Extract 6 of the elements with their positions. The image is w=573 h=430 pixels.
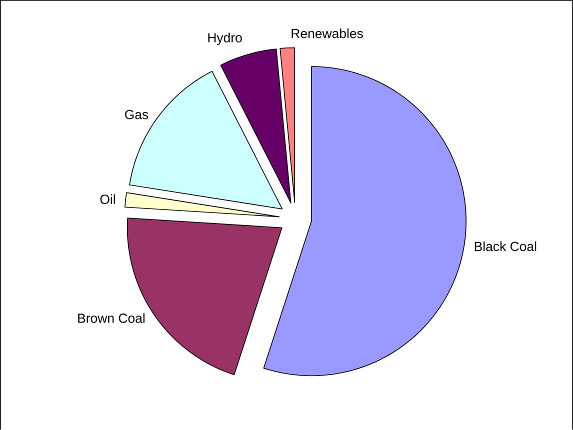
- slice-label: Brown Coal: [78, 313, 145, 323]
- slice-label: Oil: [100, 194, 116, 204]
- slice-label: Renewables: [292, 28, 363, 38]
- slice-label: Gas: [125, 110, 148, 120]
- slice-label: Black Coal: [474, 241, 536, 252]
- slice-label: Hydro: [208, 32, 242, 45]
